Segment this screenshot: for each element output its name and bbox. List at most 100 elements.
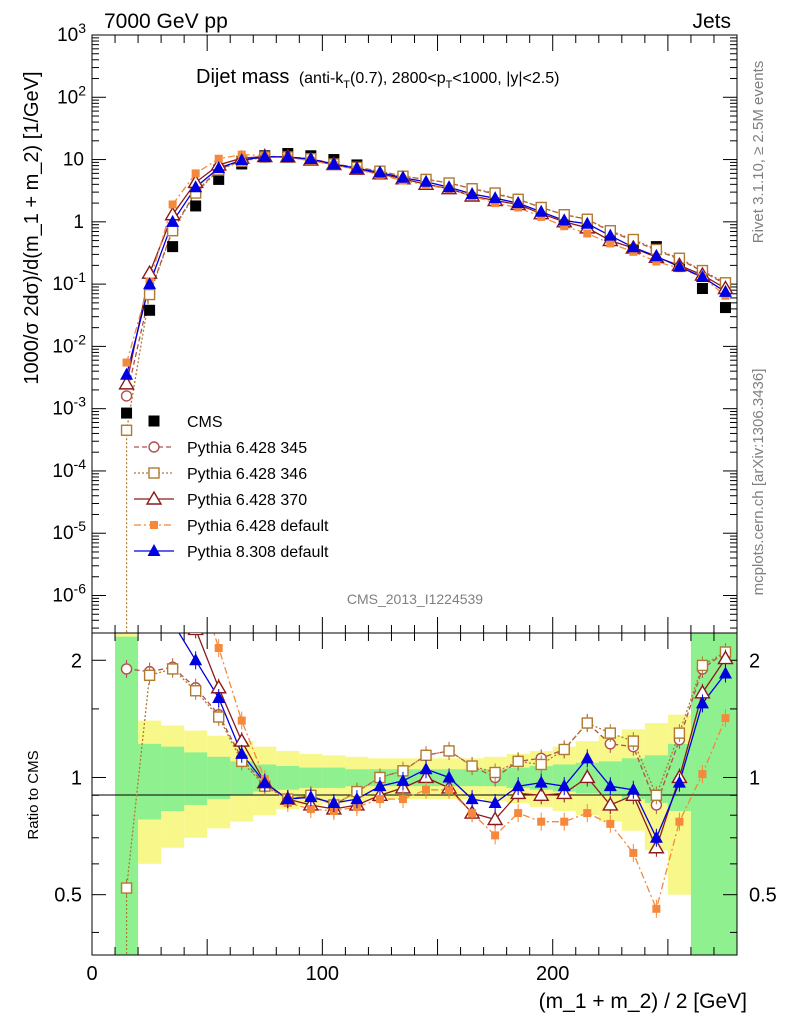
- data-point: [652, 257, 661, 266]
- ratio-point: [718, 666, 732, 679]
- tick-exponent: 3: [78, 20, 86, 36]
- data-point: [258, 149, 272, 162]
- legend-marker: [147, 544, 161, 556]
- data-point: [373, 165, 387, 178]
- ratio-point: [420, 749, 432, 762]
- ratio-point: [375, 795, 384, 804]
- ratio-point: [120, 882, 133, 894]
- tick-exponent: -4: [74, 456, 87, 472]
- data-point: [191, 169, 200, 178]
- ratio-point: [350, 792, 364, 805]
- band-inner-bin: [138, 743, 162, 820]
- data-point: [718, 284, 732, 297]
- data-point: [213, 173, 225, 185]
- ratio-point: [603, 779, 617, 792]
- ratio-point: [560, 817, 569, 826]
- data-point: [212, 161, 226, 174]
- legend: CMS Pythia 6.428 345 Pythia 6.428 346 Pythi…: [134, 414, 329, 561]
- ratio-point: [491, 831, 500, 840]
- data-point: [557, 213, 571, 226]
- ratio-point: [192, 572, 200, 580]
- band-inner-bin: [345, 769, 369, 787]
- ratio-tick-label-right: 2: [749, 650, 760, 672]
- ratio-point: [214, 644, 223, 653]
- ratio-point: [258, 775, 272, 788]
- ratio-point: [146, 593, 154, 601]
- main-series-layer: [118, 148, 734, 633]
- series-line: [125, 156, 726, 397]
- data-point: [511, 196, 525, 209]
- ratio-point: [535, 758, 547, 771]
- ratio-point: [675, 817, 684, 826]
- header-left: 7000 GeV pp: [104, 10, 228, 33]
- tick-mantissa: 10: [52, 523, 73, 544]
- ratio-point: [558, 743, 570, 756]
- data-point: [626, 240, 640, 253]
- ratio-point: [466, 760, 478, 772]
- data-point: [327, 156, 341, 169]
- ratio-point: [187, 633, 204, 636]
- plot-title: Dijet mass (anti-kT(0.7), 2800<pT<1000, …: [196, 66, 559, 91]
- ratio-point: [212, 691, 226, 704]
- ratio-y-axis-label: Ratio to CMS: [25, 750, 42, 839]
- data-point: [167, 241, 179, 253]
- ratio-point: [233, 732, 250, 747]
- data-point: [488, 191, 502, 204]
- ratio-point: [696, 659, 709, 672]
- data-point: [396, 170, 410, 183]
- data-point: [189, 180, 203, 193]
- ratio-point: [672, 775, 686, 788]
- data-point: [719, 302, 731, 314]
- data-point: [235, 153, 249, 166]
- ratio-point: [306, 804, 315, 813]
- ratio-point: [534, 775, 548, 788]
- ratio-point: [120, 663, 133, 675]
- data-point: [603, 228, 617, 241]
- ratio-point: [489, 766, 501, 779]
- ratio-point: [442, 770, 456, 783]
- data-point: [304, 152, 318, 165]
- band-inner-bin: [184, 752, 208, 805]
- ratio-point: [235, 746, 249, 759]
- ratio-point: [304, 790, 318, 803]
- y-tick-label: 1: [73, 212, 84, 233]
- band-inner-bin: [230, 761, 254, 796]
- data-point: [442, 180, 456, 193]
- legend-marker: [148, 415, 160, 427]
- ratio-point: [537, 817, 546, 826]
- legend-marker: [148, 467, 160, 479]
- ratio-point: [581, 717, 593, 729]
- ratio-point: [398, 795, 407, 804]
- band-inner-bin: [115, 636, 139, 955]
- title-main: Dijet mass: [196, 66, 289, 88]
- legend-marker: [150, 521, 158, 529]
- legend-marker: [145, 490, 163, 505]
- ratio-point: [514, 809, 523, 818]
- mcplots-label: mcplots.cern.ch [arXiv:1306.3436]: [750, 369, 767, 596]
- band-inner-bin: [161, 746, 185, 812]
- series-line: [125, 155, 726, 385]
- ratio-point: [327, 795, 341, 808]
- ratio-tick-label-left: 2: [71, 650, 82, 672]
- legend-label: Pythia 8.308 default: [187, 544, 329, 561]
- data-point: [583, 229, 592, 238]
- data-point: [122, 358, 131, 367]
- tick-exponent: -2: [74, 331, 87, 347]
- x-tick-label: 100: [306, 963, 339, 985]
- data-point: [144, 304, 156, 316]
- y-tick-label: 10-4: [52, 456, 86, 482]
- ratio-point: [649, 830, 663, 843]
- data-point: [120, 367, 134, 380]
- ratio-point: [698, 770, 707, 779]
- ratio-point: [443, 745, 455, 757]
- ratio-point: [557, 779, 571, 792]
- data-point: [419, 174, 433, 187]
- ratio-point: [237, 716, 246, 725]
- ratio-point: [212, 711, 225, 723]
- ratio-point: [602, 796, 619, 811]
- band-inner-bin: [299, 767, 323, 788]
- tick-mantissa: 10: [57, 25, 78, 46]
- ratio-point: [396, 773, 410, 786]
- data-point: [672, 259, 686, 272]
- ratio-point: [673, 727, 686, 739]
